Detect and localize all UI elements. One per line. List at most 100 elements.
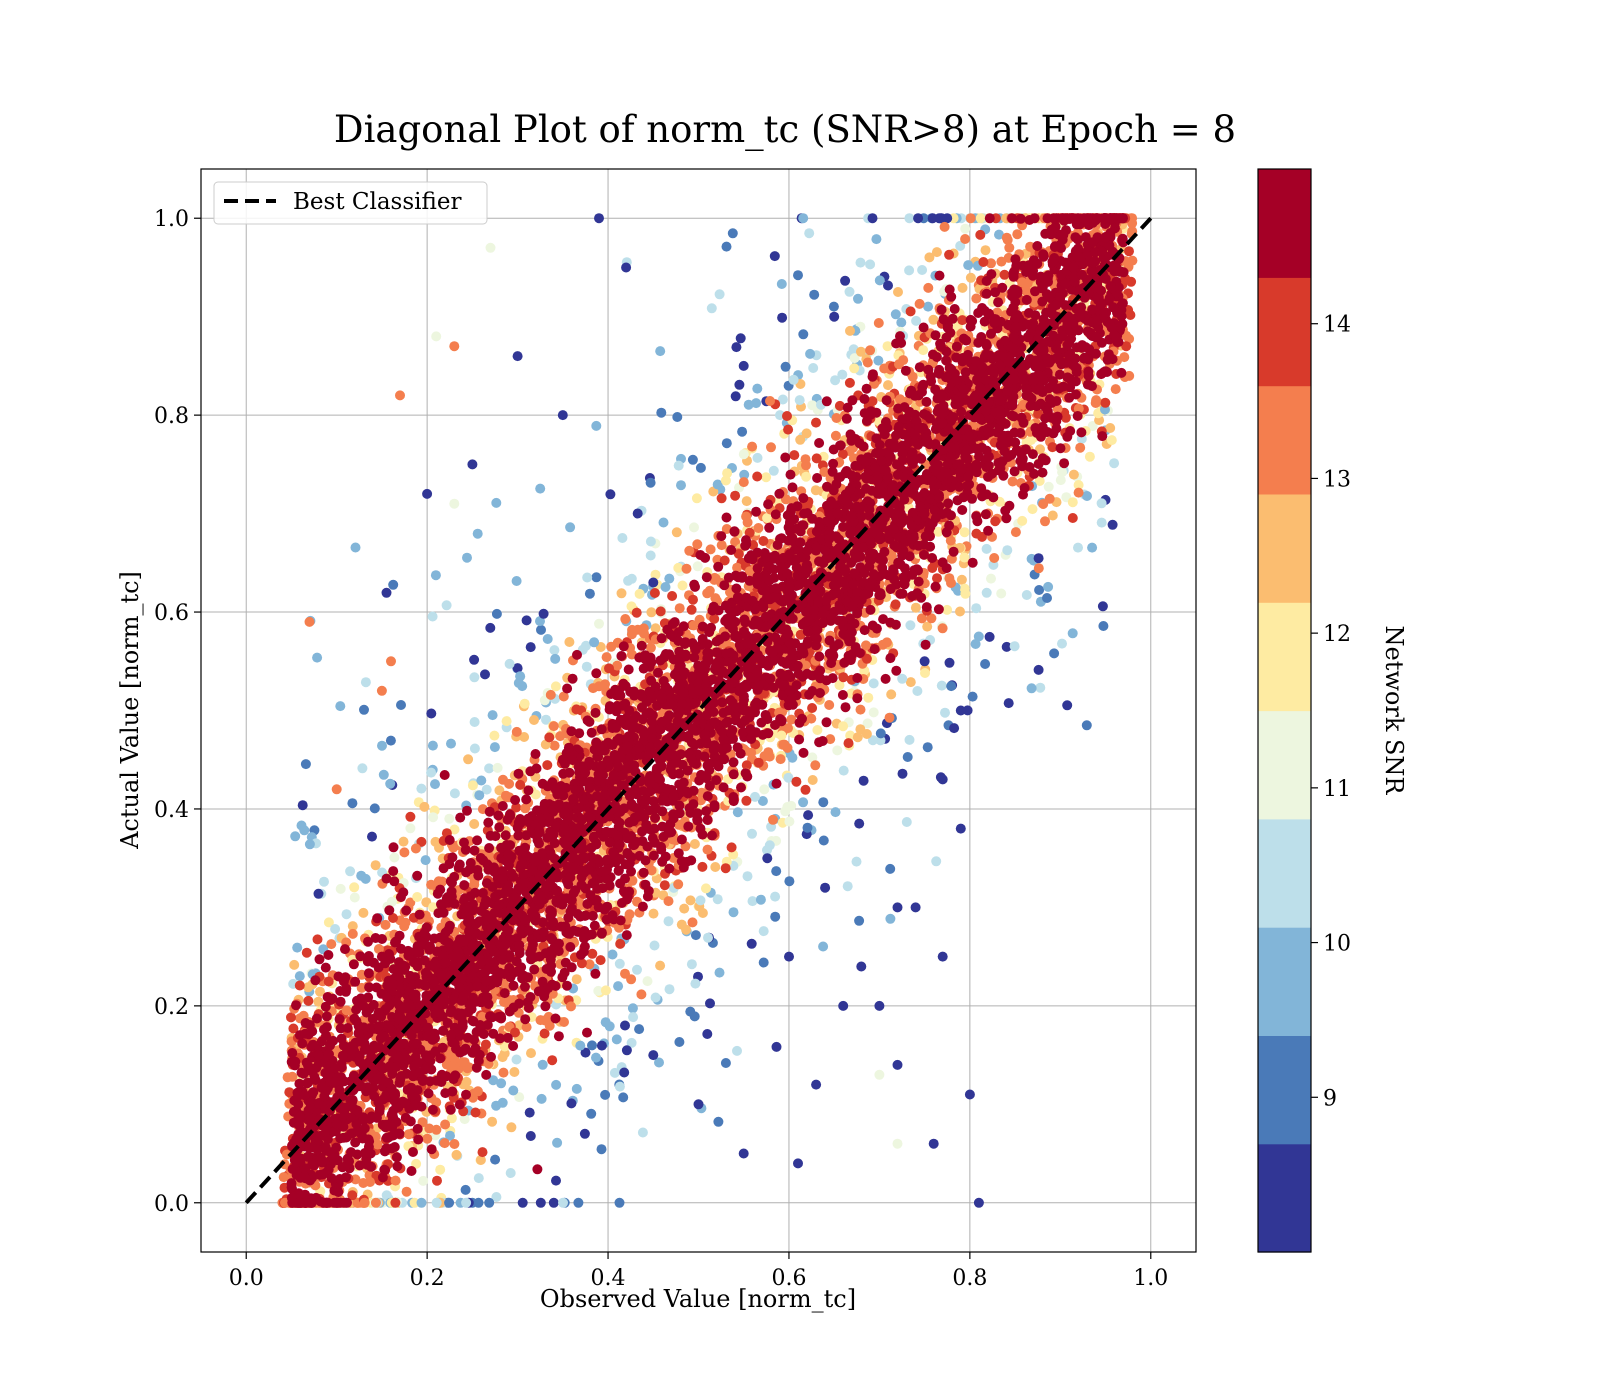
data-point: [412, 892, 423, 902]
data-point: [405, 811, 416, 822]
data-point: [472, 1086, 483, 1097]
data-point: [574, 899, 585, 910]
data-point: [730, 391, 741, 402]
data-point: [746, 938, 757, 949]
data-point: [459, 1114, 470, 1125]
data-point: [761, 472, 772, 483]
data-point: [755, 894, 766, 905]
data-point: [671, 527, 682, 538]
data-point: [367, 831, 377, 842]
data-point: [849, 353, 860, 364]
data-point: [420, 855, 431, 866]
data-point: [937, 623, 948, 634]
data-point: [1055, 475, 1066, 486]
data-point: [547, 1055, 558, 1066]
data-point: [398, 836, 409, 847]
data-point: [477, 1147, 488, 1158]
data-point: [473, 1173, 484, 1184]
data-point: [1060, 412, 1071, 423]
data-point: [359, 704, 369, 715]
data-point: [944, 249, 955, 260]
data-point: [913, 213, 924, 224]
data-point: [734, 379, 745, 390]
data-point: [798, 797, 809, 808]
data-point: [444, 1197, 455, 1208]
data-point: [984, 631, 995, 642]
data-point: [712, 479, 723, 490]
data-point: [650, 569, 661, 580]
data-point: [928, 314, 939, 325]
data-point: [720, 863, 731, 874]
data-point: [655, 606, 666, 617]
data-point: [614, 1197, 625, 1208]
data-point: [895, 394, 906, 405]
data-point: [742, 871, 753, 882]
data-point: [830, 375, 841, 386]
data-point: [924, 252, 935, 263]
data-point: [319, 876, 329, 887]
data-point: [409, 1197, 420, 1208]
data-point: [426, 708, 437, 719]
data-point: [776, 730, 787, 741]
data-point: [664, 984, 675, 995]
data-point: [818, 941, 829, 952]
data-point: [499, 1048, 510, 1059]
data-point: [807, 400, 818, 411]
data-point: [345, 866, 356, 877]
data-point: [347, 921, 358, 932]
data-point: [513, 678, 524, 688]
data-point: [475, 1155, 486, 1165]
data-point: [299, 825, 310, 836]
data-point: [655, 346, 666, 357]
data-point: [589, 637, 600, 648]
data-point: [1044, 493, 1055, 504]
data-point: [831, 413, 842, 423]
data-point: [705, 544, 716, 555]
data-point: [1049, 648, 1060, 659]
data-point: [890, 599, 901, 610]
data-point: [918, 345, 929, 356]
data-point: [741, 511, 752, 522]
scatter-points: [277, 213, 1138, 1208]
data-point: [637, 1127, 648, 1138]
data-point: [795, 434, 806, 445]
data-point: [956, 574, 967, 585]
data-point: [875, 735, 886, 746]
data-point: [1109, 458, 1120, 469]
data-point: [673, 562, 684, 573]
data-point: [571, 704, 582, 715]
data-point: [1033, 563, 1044, 574]
data-point: [856, 346, 866, 357]
data-point: [681, 924, 692, 935]
data-point: [712, 894, 723, 905]
data-point: [855, 704, 866, 715]
data-point: [811, 417, 821, 428]
data-point: [701, 883, 711, 894]
data-point: [1067, 497, 1078, 508]
data-point: [978, 257, 989, 267]
data-point: [477, 1011, 488, 1022]
data-point: [830, 807, 841, 818]
data-point: [529, 715, 539, 725]
data-point: [807, 775, 818, 785]
data-point: [1057, 467, 1068, 478]
data-point: [469, 654, 480, 665]
data-point: [868, 678, 879, 689]
data-point: [663, 896, 674, 907]
data-point: [619, 1067, 630, 1078]
data-point: [882, 341, 893, 352]
data-point: [431, 1197, 442, 1208]
data-point: [347, 928, 358, 939]
data-point: [463, 754, 474, 765]
data-point: [1004, 242, 1015, 253]
data-point: [686, 604, 697, 615]
data-point: [759, 784, 770, 795]
data-point: [709, 613, 720, 624]
data-point: [565, 522, 576, 533]
data-point: [726, 545, 737, 555]
data-point: [957, 315, 968, 326]
data-point: [605, 489, 616, 500]
data-point: [931, 247, 942, 258]
data-point: [830, 430, 841, 441]
data-point: [411, 1158, 422, 1169]
